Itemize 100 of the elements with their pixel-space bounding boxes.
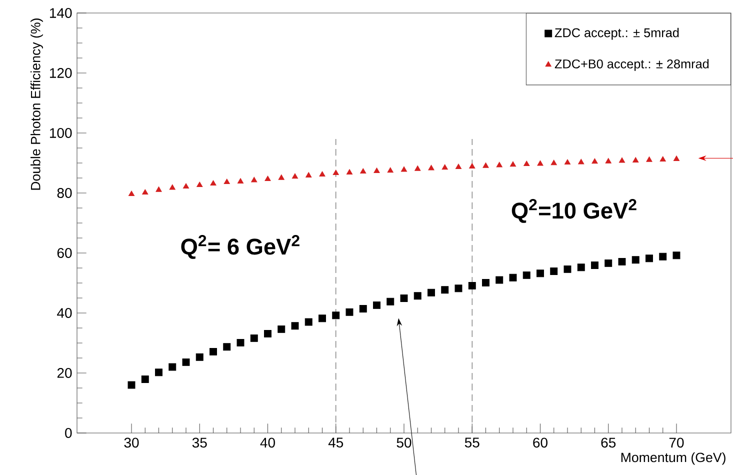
x-tick-label: 30 bbox=[124, 438, 139, 448]
point bbox=[550, 268, 558, 276]
point bbox=[278, 325, 286, 333]
y-tick-label: 120 bbox=[50, 68, 72, 78]
y-tick-label: 40 bbox=[57, 308, 72, 318]
point bbox=[291, 322, 299, 330]
point bbox=[482, 278, 490, 286]
x-axis-title: Momentum (GeV) bbox=[621, 452, 726, 465]
y-tick-label: 60 bbox=[57, 248, 72, 258]
point bbox=[318, 314, 326, 322]
point bbox=[400, 294, 408, 302]
point bbox=[182, 358, 190, 366]
point bbox=[264, 330, 272, 338]
point bbox=[537, 160, 544, 166]
legend-label: ZDC accept.: ± 5mrad bbox=[554, 28, 679, 40]
point bbox=[454, 284, 462, 292]
point bbox=[141, 376, 149, 384]
y-tick-label: 0 bbox=[65, 428, 72, 438]
point bbox=[128, 190, 135, 196]
point bbox=[400, 166, 408, 172]
y-tick-label: 80 bbox=[57, 188, 72, 198]
point bbox=[524, 160, 530, 166]
point bbox=[237, 178, 244, 184]
point bbox=[346, 308, 354, 316]
point bbox=[659, 252, 667, 260]
y-tick-label: 140 bbox=[50, 8, 72, 18]
point bbox=[441, 286, 449, 294]
point bbox=[359, 305, 367, 313]
y-tick-label: 100 bbox=[50, 128, 72, 138]
point bbox=[660, 156, 666, 162]
x-tick-label: 55 bbox=[464, 438, 480, 448]
point bbox=[156, 186, 162, 192]
point bbox=[236, 338, 244, 346]
point bbox=[251, 176, 258, 182]
x-tick-label: 45 bbox=[328, 438, 344, 448]
point bbox=[469, 163, 476, 168]
point bbox=[332, 312, 340, 320]
point bbox=[346, 169, 353, 174]
point bbox=[196, 182, 203, 188]
point bbox=[577, 264, 585, 272]
point bbox=[509, 274, 517, 282]
point bbox=[632, 157, 639, 162]
point bbox=[592, 158, 598, 164]
point bbox=[414, 292, 422, 300]
point bbox=[374, 168, 380, 173]
point bbox=[632, 256, 640, 264]
point bbox=[169, 184, 176, 190]
point bbox=[673, 156, 680, 161]
point bbox=[224, 178, 230, 184]
point bbox=[496, 276, 504, 284]
point bbox=[304, 318, 312, 326]
point bbox=[373, 301, 380, 309]
point bbox=[482, 162, 489, 168]
point bbox=[646, 156, 652, 162]
point bbox=[196, 353, 204, 361]
point bbox=[386, 298, 394, 306]
x-tick-label: 35 bbox=[192, 438, 207, 448]
point bbox=[306, 172, 312, 178]
point bbox=[264, 176, 271, 182]
point bbox=[142, 189, 148, 195]
x-tick-label: 60 bbox=[533, 438, 548, 448]
annotation: Q$^{2}$=10 GeV$^{2}$ bbox=[512, 199, 636, 223]
point bbox=[210, 348, 217, 356]
point bbox=[550, 160, 557, 166]
point bbox=[591, 262, 598, 270]
y-axis-title: Double Photon Efficiency (%) bbox=[30, 18, 43, 190]
point bbox=[564, 159, 571, 165]
point bbox=[182, 183, 190, 189]
point bbox=[319, 171, 326, 177]
point bbox=[578, 158, 584, 164]
point bbox=[536, 270, 544, 278]
point bbox=[278, 174, 284, 180]
point bbox=[618, 258, 626, 266]
x-tick-label: 40 bbox=[260, 438, 275, 448]
point bbox=[250, 334, 258, 342]
point bbox=[168, 363, 176, 371]
x-tick-label: 65 bbox=[601, 438, 616, 448]
point bbox=[618, 157, 626, 163]
point bbox=[155, 368, 162, 376]
point bbox=[223, 343, 231, 351]
point bbox=[387, 167, 394, 173]
point bbox=[522, 271, 530, 279]
point bbox=[672, 252, 680, 260]
point bbox=[455, 164, 462, 170]
y-tick-label: 20 bbox=[57, 368, 72, 378]
annotation: Q$^{2}$= 6 GeV$^{2}$ bbox=[181, 235, 300, 259]
point bbox=[442, 164, 448, 170]
point bbox=[414, 166, 421, 171]
point bbox=[646, 254, 653, 262]
point bbox=[605, 158, 612, 164]
x-tick-label: 50 bbox=[396, 438, 412, 448]
point bbox=[360, 168, 366, 174]
point bbox=[332, 170, 339, 176]
point bbox=[128, 381, 136, 389]
point bbox=[468, 282, 476, 290]
point bbox=[210, 180, 216, 186]
point bbox=[292, 173, 298, 179]
legend-label: ZDC+B0 accept.: ± 28mrad bbox=[554, 59, 709, 71]
x-tick-label: 70 bbox=[669, 438, 684, 448]
point bbox=[496, 162, 502, 168]
